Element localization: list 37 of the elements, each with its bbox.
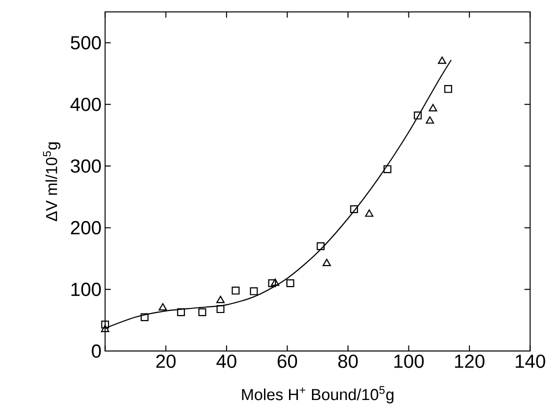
y-tick-label: 500 [70,36,101,50]
point [101,320,110,328]
point [350,205,358,214]
x-tick-label: 140 [516,354,546,368]
x-axis-title: Moles H$^{+}$ Bound/10$^{5}$g [242,386,394,404]
point [232,286,240,295]
y-tick-label: 100 [71,282,101,296]
x-tick-label: 120 [455,354,484,368]
point [198,308,206,316]
point [140,313,149,322]
point [428,104,438,112]
point [177,308,185,316]
point [384,165,392,174]
y-axis-title: ΔV ml/10$^{5}$g [43,142,60,222]
x-tick-label: 20 [156,354,176,368]
y-tick-label: 400 [70,98,101,112]
point [322,258,331,266]
x-tick-label: 80 [338,354,358,368]
point [444,85,452,93]
point [414,112,422,120]
point [270,278,280,286]
x-tick-label: 100 [394,354,424,368]
point [268,279,276,288]
y-tick-label: 0 [92,344,101,358]
x-tick-label: 60 [278,354,298,368]
y-tick-label: 200 [70,220,101,234]
point [286,279,294,288]
point [216,296,225,304]
point [316,242,325,250]
point [426,116,434,124]
point [158,303,167,310]
x-tick-label: 40 [216,354,236,368]
point [438,56,446,64]
y-tick-label: 300 [70,159,101,173]
point [250,287,258,296]
point [216,305,224,314]
point [365,209,374,217]
